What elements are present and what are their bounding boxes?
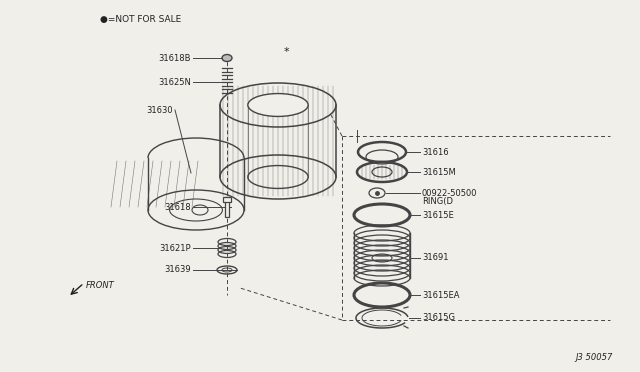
Text: 31630: 31630 [147, 106, 173, 115]
Text: RING(D: RING(D [422, 196, 453, 205]
Bar [223, 197, 231, 202]
Text: 31639: 31639 [164, 266, 191, 275]
Text: 31625N: 31625N [158, 77, 191, 87]
Text: *: * [283, 47, 289, 57]
Text: 31615G: 31615G [422, 314, 455, 323]
Text: 31618: 31618 [164, 202, 191, 212]
Text: 31618B: 31618B [159, 54, 191, 62]
Text: 31615EA: 31615EA [422, 291, 460, 299]
Bar [225, 197, 229, 217]
Ellipse shape [248, 94, 308, 116]
Text: FRONT: FRONT [86, 280, 115, 289]
Text: J3 50057: J3 50057 [575, 353, 613, 362]
Text: ●=NOT FOR SALE: ●=NOT FOR SALE [100, 15, 181, 24]
Text: 31615M: 31615M [422, 167, 456, 176]
Text: 31691: 31691 [422, 253, 449, 263]
Text: 00922-50500: 00922-50500 [422, 189, 477, 198]
Text: 31616: 31616 [422, 148, 449, 157]
Text: 31621P: 31621P [159, 244, 191, 253]
Ellipse shape [222, 55, 232, 61]
Text: 31615E: 31615E [422, 211, 454, 219]
